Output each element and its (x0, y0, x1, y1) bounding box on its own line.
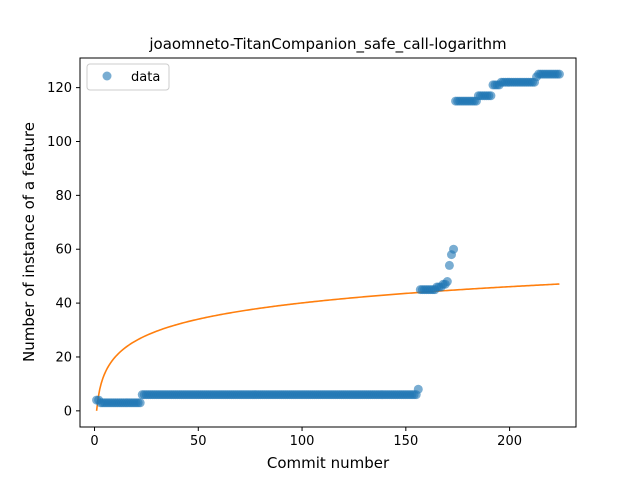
legend-box (86, 63, 170, 91)
y-axis-ticks: 0 20 40 60 80 100 120 (47, 81, 80, 419)
x-axis-ticks: 0 50 100 150 200 (90, 427, 522, 449)
plot-area (79, 57, 577, 428)
y-tick-label: 0 (64, 404, 72, 419)
chart-title: joaomneto-TitanCompanion_safe_call-logar… (148, 35, 506, 54)
x-tick-label: 200 (497, 434, 522, 449)
fit-line (95, 283, 560, 411)
y-tick-label: 100 (47, 135, 72, 150)
y-axis-label: Number of instance of a feature (20, 122, 38, 362)
y-tick-label: 120 (47, 81, 72, 96)
legend: data (86, 63, 170, 91)
legend-label-data: data (131, 70, 160, 85)
y-tick-label: 20 (55, 350, 72, 365)
axes-frame (79, 57, 577, 428)
data-point (442, 277, 452, 287)
legend-marker-data (102, 71, 112, 81)
x-tick-label: 0 (90, 434, 98, 449)
fit-layer (95, 283, 560, 411)
x-tick-label: 150 (393, 434, 418, 449)
y-tick-label: 60 (55, 243, 72, 258)
data-point (449, 244, 459, 254)
y-tick-label: 40 (55, 297, 72, 312)
data-point (486, 91, 496, 101)
y-tick-label: 80 (55, 189, 72, 204)
data-point (444, 260, 454, 270)
data-point (413, 384, 423, 394)
data-point (135, 398, 145, 408)
data-point (554, 69, 564, 79)
x-tick-label: 100 (290, 434, 315, 449)
x-tick-label: 50 (190, 434, 207, 449)
x-axis-label: Commit number (267, 454, 390, 472)
data-points (92, 69, 564, 408)
axes-background (80, 58, 576, 427)
